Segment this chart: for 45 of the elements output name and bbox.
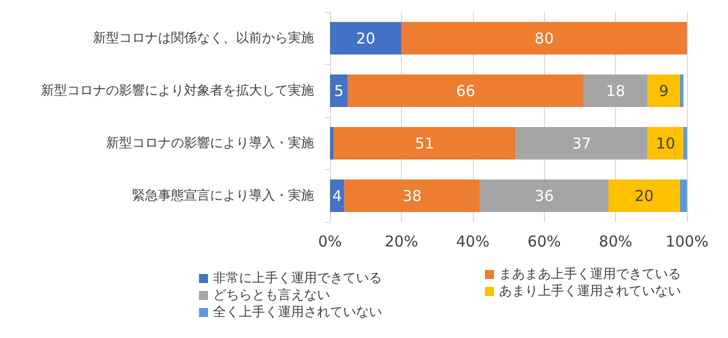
bar — [480, 179, 608, 212]
data-label: 18 — [606, 82, 626, 100]
bar — [648, 126, 684, 160]
data-label: 36 — [534, 186, 554, 205]
bar — [330, 74, 348, 108]
data-label: 9 — [659, 82, 669, 100]
data-label: 20 — [634, 186, 654, 205]
y-tick-label: 新型コロナの影響により導入・実施 — [106, 134, 314, 151]
x-tick-label: 20% — [384, 232, 418, 250]
bar — [334, 126, 516, 160]
legend-label: 非常に上手く運用できている — [213, 271, 382, 286]
data-label: 80 — [534, 29, 554, 48]
bar — [608, 179, 680, 212]
data-label: 37 — [572, 134, 592, 152]
data-label: 38 — [402, 186, 422, 205]
bar — [344, 179, 480, 212]
bar — [680, 74, 684, 108]
bar — [401, 22, 687, 55]
bar — [348, 74, 584, 108]
bar — [516, 126, 648, 160]
x-tick-label: 80% — [598, 232, 632, 250]
data-label: 10 — [656, 134, 676, 152]
x-tick-label: 60% — [528, 232, 561, 250]
bar — [648, 74, 680, 108]
data-label: 66 — [456, 82, 476, 100]
legend-label: あまり上手く運用されていない — [499, 284, 681, 299]
legend-label: どちらとも言えない — [213, 287, 330, 303]
y-tick-label: 新型コロナは関係なく、以前から実施 — [93, 30, 314, 46]
x-tick-label: 40% — [456, 232, 490, 250]
legend-label: まあまあ上手く運用できている — [499, 267, 681, 282]
data-label: 5 — [334, 82, 344, 100]
y-tick-label: 緊急事態宣言により導入・実施 — [132, 187, 314, 204]
bar — [583, 74, 648, 108]
bar — [330, 179, 344, 212]
data-label: 20 — [356, 29, 376, 48]
bar — [330, 126, 334, 160]
legend-label: 全く上手く運用されていない — [213, 305, 382, 320]
data-label: 51 — [415, 134, 434, 152]
bar — [683, 126, 687, 160]
x-tick-label: 0% — [318, 232, 342, 250]
bar — [680, 179, 687, 212]
y-tick-label: 新型コロナの影響により対象者を拡大して実施 — [41, 82, 314, 98]
x-tick-label: 100% — [666, 232, 708, 250]
bar — [330, 22, 402, 55]
data-label: 4 — [332, 186, 342, 205]
